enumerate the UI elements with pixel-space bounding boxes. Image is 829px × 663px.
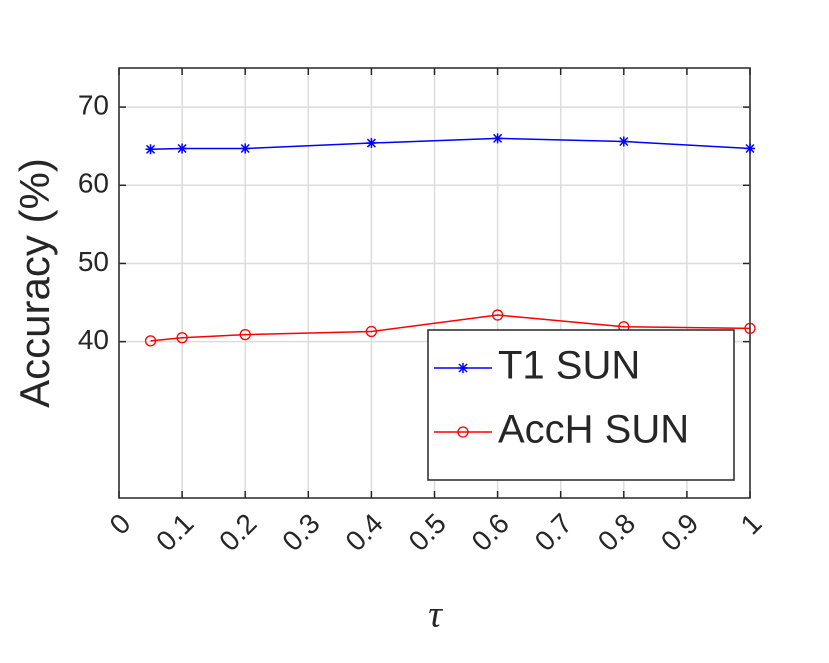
legend-label: AccH SUN (498, 408, 689, 452)
point (144, 335, 157, 347)
point (240, 143, 251, 154)
x-tick-label: 0.2 (213, 508, 262, 557)
x-axis-label: τ (428, 594, 443, 636)
x-tick-label: 0.3 (276, 508, 325, 557)
point (145, 144, 156, 155)
point (457, 426, 469, 438)
asterisk (745, 143, 755, 154)
x-tick-label: 0 (104, 508, 137, 541)
y-tick-label: 50 (78, 246, 109, 277)
legend-box (427, 329, 735, 481)
legend-label: T1 SUN (498, 344, 640, 388)
point (176, 332, 188, 344)
point (366, 138, 377, 149)
asterisk (458, 363, 468, 373)
point (744, 322, 756, 334)
y-axis-label: Accuracy (%) (11, 158, 58, 408)
point (491, 309, 504, 321)
asterisk (240, 143, 251, 154)
x-tick-label: 0.1 (150, 508, 199, 557)
x-tick-label: 0.4 (339, 508, 388, 557)
point (458, 363, 468, 373)
x-tick-label: 0.7 (529, 508, 578, 557)
point (365, 325, 378, 338)
point (745, 143, 755, 154)
y-tick-label: 40 (78, 324, 109, 355)
x-tick-label: 0.6 (466, 508, 515, 557)
y-tick-label: 70 (78, 89, 109, 120)
asterisk (366, 138, 377, 149)
x-tick-label: 0.9 (655, 508, 704, 557)
point (177, 143, 188, 154)
x-tick-label: 0.8 (592, 508, 641, 557)
x-tick-label: 0.5 (403, 508, 452, 557)
x-tick-label: 1 (735, 508, 768, 541)
legend: T1 SUN AccH SUN (427, 329, 735, 481)
asterisk (145, 144, 156, 155)
point (618, 136, 629, 147)
point (492, 133, 503, 144)
asterisk (492, 133, 503, 144)
asterisk (177, 143, 188, 154)
point (239, 328, 251, 341)
series-line (150, 314, 751, 342)
asterisk (618, 136, 629, 147)
plot-frame (118, 67, 751, 499)
y-tick-label: 60 (78, 168, 109, 199)
series-line (150, 137, 751, 151)
